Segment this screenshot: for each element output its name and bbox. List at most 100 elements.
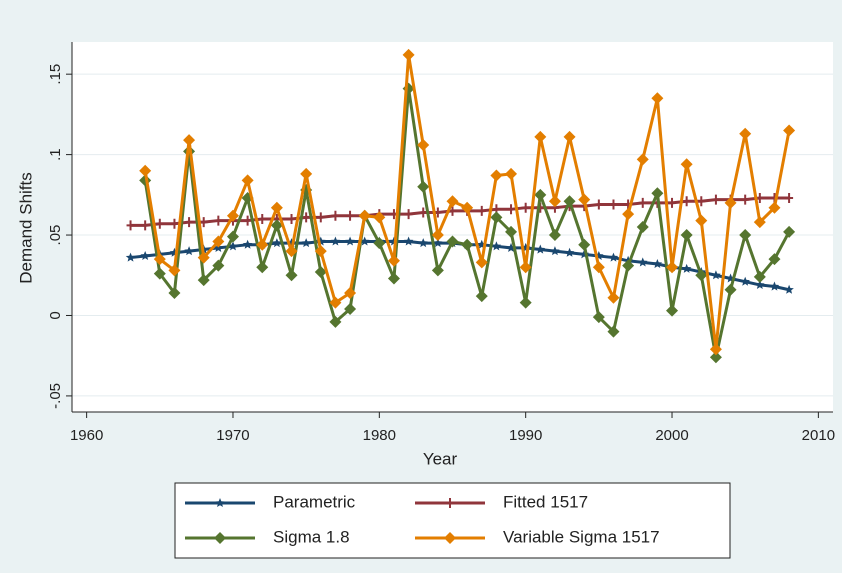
marker <box>740 276 750 286</box>
marker <box>241 174 254 187</box>
marker <box>652 259 663 269</box>
marker <box>607 325 620 338</box>
marker <box>301 238 311 248</box>
marker <box>387 272 400 285</box>
marker <box>302 212 311 223</box>
marker <box>286 238 297 248</box>
marker <box>270 201 283 214</box>
marker <box>563 130 576 143</box>
marker <box>709 343 722 356</box>
marker <box>256 261 269 274</box>
marker <box>184 246 194 256</box>
marker <box>475 290 488 303</box>
marker <box>534 130 547 143</box>
marker <box>183 134 196 147</box>
marker <box>331 210 340 221</box>
marker <box>753 270 766 283</box>
marker <box>446 195 459 208</box>
marker <box>637 257 648 267</box>
marker <box>287 213 296 224</box>
marker <box>783 124 796 137</box>
marker <box>594 250 604 260</box>
marker <box>285 269 298 282</box>
marker <box>214 215 223 226</box>
marker <box>709 351 722 364</box>
marker <box>140 250 150 260</box>
marker <box>519 296 532 309</box>
x-tick-label: 1970 <box>216 427 249 444</box>
x-tick-label: 1980 <box>363 427 396 444</box>
marker <box>344 303 357 316</box>
marker <box>783 225 796 238</box>
marker <box>417 138 430 151</box>
marker <box>475 256 488 269</box>
marker <box>402 48 415 61</box>
marker <box>126 220 135 231</box>
marker <box>477 239 487 249</box>
marker <box>651 92 664 105</box>
marker <box>170 218 179 229</box>
marker <box>242 239 253 249</box>
marker <box>578 193 591 206</box>
marker <box>548 229 561 242</box>
legend <box>174 482 731 559</box>
marker <box>768 201 781 214</box>
marker <box>314 245 327 258</box>
marker <box>316 212 325 223</box>
marker <box>258 213 267 224</box>
marker <box>168 264 181 277</box>
legend-label: Variable Sigma 1517 <box>503 527 660 546</box>
marker <box>446 498 454 508</box>
marker <box>461 238 474 251</box>
marker <box>185 217 194 228</box>
marker <box>505 225 518 238</box>
marker <box>594 199 603 210</box>
marker <box>564 247 575 257</box>
marker <box>534 188 547 201</box>
marker <box>212 235 225 248</box>
marker <box>199 217 208 228</box>
marker <box>444 532 456 544</box>
marker <box>270 219 283 232</box>
marker <box>314 266 327 279</box>
marker <box>697 196 706 207</box>
marker <box>711 270 721 280</box>
marker <box>373 237 386 250</box>
marker <box>329 315 342 328</box>
marker <box>622 208 635 221</box>
marker <box>506 242 516 252</box>
marker <box>256 238 269 251</box>
marker <box>228 241 238 251</box>
marker <box>359 236 370 246</box>
y-axis-label: Demand Shifts <box>16 172 35 284</box>
marker <box>507 204 516 215</box>
marker <box>739 229 752 242</box>
x-tick-label: 2010 <box>802 427 835 444</box>
marker <box>461 201 474 214</box>
marker <box>769 281 780 291</box>
y-tick-label: .05 <box>47 225 64 246</box>
marker <box>739 127 752 140</box>
marker <box>519 261 532 274</box>
marker <box>682 196 691 207</box>
marker <box>285 245 298 258</box>
marker <box>212 259 225 272</box>
marker <box>622 259 635 272</box>
marker <box>358 209 371 222</box>
marker <box>724 196 737 209</box>
marker <box>243 215 252 226</box>
marker <box>125 252 136 262</box>
marker <box>168 286 181 299</box>
marker <box>520 242 531 252</box>
marker <box>741 194 750 205</box>
marker <box>695 214 708 227</box>
y-tick-label: 0 <box>47 311 64 319</box>
marker <box>197 251 210 264</box>
marker <box>505 167 518 180</box>
marker <box>666 304 679 317</box>
marker <box>753 216 766 229</box>
marker <box>155 218 164 229</box>
marker <box>490 211 503 224</box>
marker <box>578 238 591 251</box>
